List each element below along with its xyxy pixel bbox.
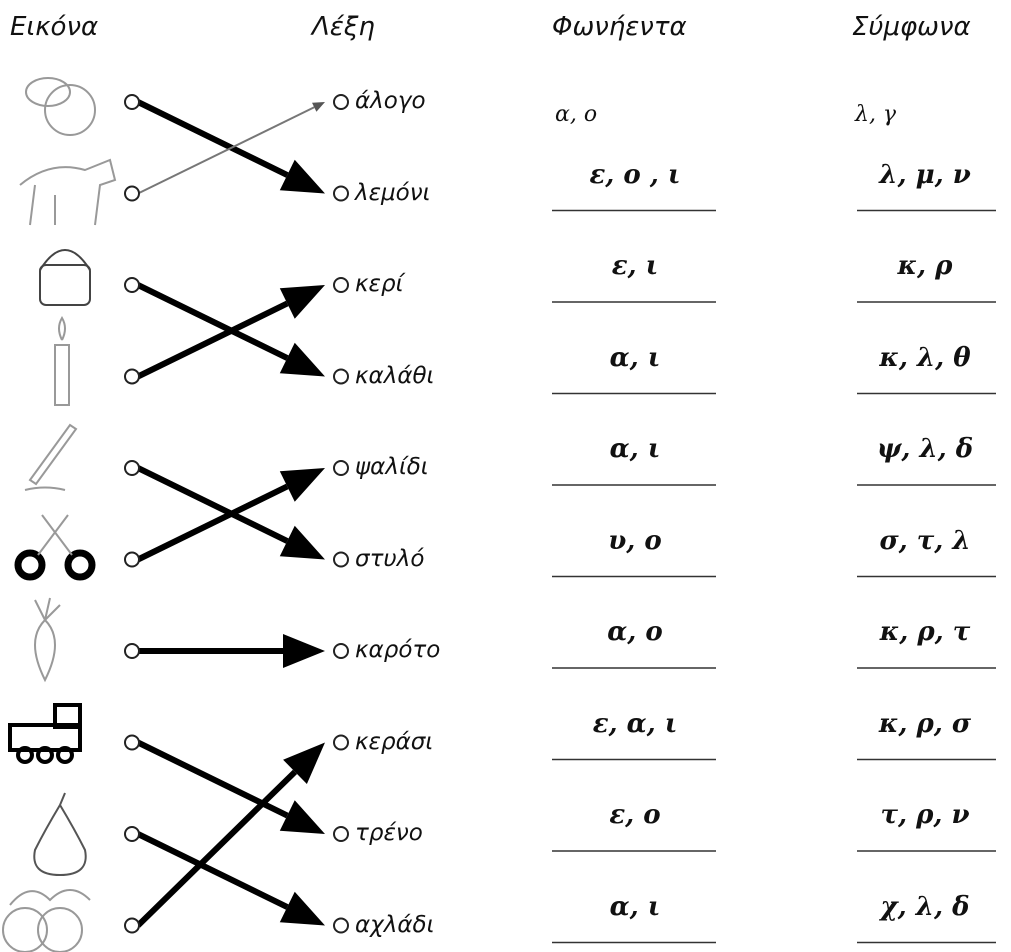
column-header: Εικόνα: [10, 12, 99, 42]
arrow-head: [279, 525, 325, 560]
arrow-head: [279, 285, 325, 319]
candle-icon: [58, 316, 66, 341]
word: ψαλίδι: [355, 454, 429, 480]
match-arrow: [137, 106, 315, 195]
match-arrow: [136, 282, 289, 361]
scissors-icon: [37, 514, 73, 556]
basket-icon: [39, 264, 91, 306]
word: άλογο: [355, 88, 426, 114]
left-dot: [124, 643, 140, 659]
left-dot: [124, 551, 140, 568]
match-arrow: [136, 831, 289, 910]
word: αχλάδι: [355, 911, 435, 938]
vowels-answer: υ, ο: [608, 525, 662, 556]
column-header: Σύμφωνα: [852, 12, 971, 42]
apricot-icon: [2, 907, 48, 952]
arrow-head: [279, 342, 325, 377]
lemon-icon: [44, 84, 96, 136]
consonants-answer: λ, μ, ν: [879, 159, 971, 190]
train-icon: [36, 746, 54, 764]
arrow-head: [279, 891, 325, 926]
train-icon: [16, 746, 34, 764]
pen-icon: [24, 423, 78, 491]
arrow-head: [279, 468, 325, 502]
consonants-answer: ψ, λ, δ: [876, 434, 974, 464]
word: στυλό: [355, 545, 425, 572]
right-dot: [333, 185, 349, 202]
consonants-answer: κ, ρ: [897, 251, 953, 281]
left-dot: [124, 826, 140, 842]
word: τρένο: [355, 820, 423, 846]
arrow-head: [279, 800, 325, 834]
right-dot: [333, 643, 349, 659]
vowels-answer: ε, ο: [609, 800, 661, 830]
consonants-answer: τ, ρ, ν: [880, 800, 970, 830]
right-dot: [333, 917, 349, 934]
left-dot: [124, 185, 140, 202]
consonants-answer: κ, ρ, σ: [878, 708, 972, 739]
left-dot: [124, 460, 140, 476]
word: καλάθι: [355, 362, 435, 389]
left-dot: [124, 368, 140, 385]
column-header: Λέξη: [312, 12, 375, 42]
carrot-icon: [34, 597, 61, 683]
train-icon: [56, 746, 74, 764]
right-dot: [333, 368, 349, 385]
left-dot: [124, 277, 140, 293]
train-icon: [53, 703, 82, 729]
lemon-icon: [25, 77, 71, 107]
right-dot: [333, 734, 349, 751]
right-dot: [333, 551, 349, 568]
right-dot: [333, 460, 349, 476]
word: λεμόνι: [355, 179, 431, 206]
word: κερί: [355, 271, 404, 297]
consonants-answer: κ, λ, θ: [879, 342, 971, 373]
consonants-answer: κ, ρ, τ: [879, 617, 971, 647]
scissors-icon: [64, 549, 96, 581]
apricot-icon: [9, 889, 91, 906]
arrow-head: [283, 634, 325, 668]
arrow-head: [312, 102, 325, 112]
match-arrow: [135, 769, 298, 928]
vowels-answer: α, ο: [607, 617, 663, 647]
candle-icon: [54, 344, 70, 406]
vowels-answer: ε, α, ι: [592, 708, 678, 739]
scissors-icon: [14, 549, 46, 581]
match-arrow: [136, 483, 289, 563]
pear-icon: [33, 792, 87, 877]
arrow-head: [283, 742, 325, 785]
consonants-answer: χ, λ, δ: [880, 891, 970, 922]
vowels-answer: ε, ο , ι: [589, 159, 681, 190]
match-arrow: [136, 99, 289, 178]
basket-icon: [39, 249, 91, 271]
vowels-answer: α, ι: [609, 891, 661, 922]
column-header: Φωνήεντα: [552, 12, 687, 42]
vowels-answer: α, ι: [609, 434, 661, 464]
match-arrow: [136, 300, 289, 380]
match-arrow: [136, 465, 289, 544]
arrow-head: [279, 159, 325, 194]
left-dot: [124, 94, 140, 110]
right-dot: [333, 826, 349, 842]
consonants-answer: σ, τ, λ: [879, 525, 971, 556]
vowels-answer: ε, ι: [611, 251, 659, 281]
vowels-answer: α, ι: [609, 342, 661, 373]
horse-icon: [19, 158, 117, 226]
word: κεράσι: [355, 728, 434, 755]
right-dot: [333, 277, 349, 293]
word: καρότο: [355, 637, 441, 663]
left-dot: [124, 917, 140, 934]
consonants-answer: λ, γ: [855, 102, 897, 127]
apricot-icon: [37, 907, 83, 952]
vowels-answer: α, ο: [555, 102, 598, 127]
left-dot: [124, 734, 140, 751]
right-dot: [333, 94, 349, 110]
picture-icons: [2, 77, 117, 952]
